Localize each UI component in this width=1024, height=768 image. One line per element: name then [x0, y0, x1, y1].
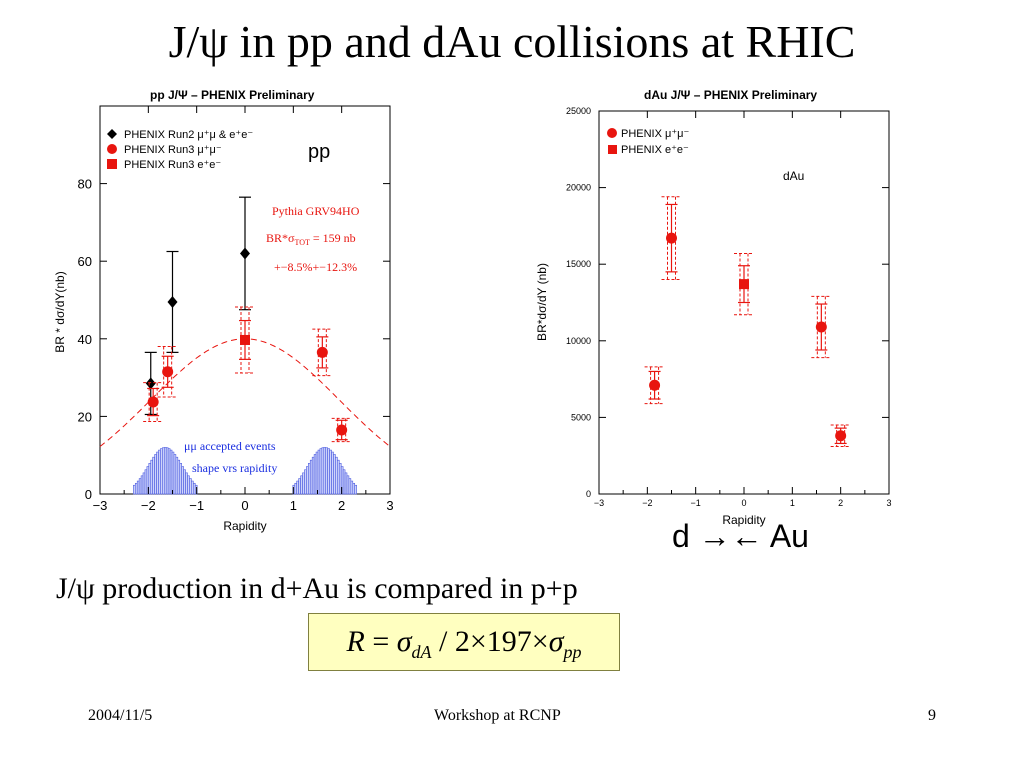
formula-sub-da: dA [411, 642, 432, 662]
dau-x-tick-label: 2 [838, 498, 843, 508]
formula-eq: = [364, 625, 397, 658]
pp-diamond-point [145, 377, 156, 390]
footer-event: Workshop at RCNP [434, 707, 561, 724]
pp-legend-entry-run2: PHENIX Run2 μ⁺μ & e⁺e⁻ [124, 129, 253, 141]
pp-x-tick-label: 3 [386, 498, 393, 513]
pp-x-axis-label: Rapidity [223, 519, 266, 533]
dau-y-axis: 0 5000 10000 15000 20000 25000 [566, 106, 889, 499]
legend-square-marker [608, 145, 617, 154]
dau-square-point [739, 279, 749, 290]
dau-legend-entry-ee: PHENIX e⁺e⁻ [621, 144, 689, 156]
pp-x-tick-label: 2 [338, 498, 345, 513]
dau-y-tick-label: 15000 [566, 259, 591, 269]
pp-x-tick-label: 1 [290, 498, 297, 513]
pp-diamond-point [240, 247, 250, 260]
dau-legend-entry-mumu: PHENIX μ⁺μ⁻ [621, 128, 689, 140]
pp-y-tick-label: 60 [78, 254, 92, 269]
pp-chart: pp J/Ψ – PHENIX Preliminary −3 −2 −1 0 1 2 3 0… [40, 82, 410, 542]
dau-annotation: dAu [783, 169, 804, 183]
legend-square-marker [107, 159, 117, 169]
pp-y-tick-label: 20 [78, 409, 92, 424]
slide-title: J/ψ in pp and dAu collisions at RHIC [168, 16, 856, 67]
formula-sub-pp: pp [563, 642, 582, 662]
pp-x-tick-label: −2 [141, 498, 156, 513]
dau-circle-point [649, 379, 661, 391]
dau-y-tick-label: 25000 [566, 106, 591, 116]
formula-middle: / 2×197× [431, 625, 549, 658]
pp-data-points [143, 196, 352, 443]
pp-legend-entry-run3-ee: PHENIX Run3 e⁺e⁻ [124, 159, 221, 171]
cross-section-label-tail: = 159 nb [310, 231, 356, 245]
dau-y-tick-label: 20000 [566, 183, 591, 193]
pp-y-tick-label: 80 [78, 177, 92, 192]
pp-circle-point [147, 396, 159, 408]
dau-chart-title: dAu J/Ψ – PHENIX Preliminary [644, 88, 817, 102]
footer-page-number: 9 [928, 707, 936, 724]
pp-accepted-events-histogram [133, 447, 357, 495]
dau-data-points [644, 196, 851, 448]
pp-circle-point [336, 424, 348, 436]
pp-legend-entry-run3-mumu: PHENIX Run3 μ⁺μ⁻ [124, 144, 222, 156]
direction-label: d →← Au [672, 518, 809, 554]
shape-label: shape vrs rapidity [192, 461, 277, 475]
dau-x-tick-label: 3 [886, 498, 891, 508]
pp-annotation: pp [308, 141, 330, 163]
pp-chart-title: pp J/Ψ – PHENIX Preliminary [150, 88, 315, 102]
formula-box: R = σdA / 2×197×σpp [308, 613, 620, 671]
pp-y-tick-label: 0 [85, 487, 92, 502]
dau-x-axis: −3 −2 −1 0 1 2 3 [594, 111, 892, 508]
dau-circle-point [666, 232, 677, 244]
cross-section-label-sub: TOT [294, 238, 310, 247]
dau-y-tick-label: 0 [586, 489, 591, 499]
pp-circle-point [316, 346, 328, 358]
pp-x-tick-label: −3 [93, 498, 108, 513]
legend-circle-marker [107, 144, 117, 154]
legend-circle-marker [607, 128, 617, 138]
dau-x-tick-label: −3 [594, 498, 604, 508]
dau-x-axis-label: Rapidity [722, 513, 765, 527]
dau-chart-svg: dAu J/Ψ – PHENIX Preliminary −3 −2 −1 0 1 2 3 … [535, 88, 892, 527]
pp-square-point [240, 334, 250, 345]
dau-x-tick-label: −2 [642, 498, 652, 508]
legend-diamond-marker [107, 129, 117, 139]
cross-section-label-main: BR*σ [266, 231, 295, 245]
formula-sigma-pp: σ [548, 625, 564, 658]
dau-y-tick-label: 10000 [566, 336, 591, 346]
dau-x-tick-label: 0 [741, 498, 746, 508]
cross-section-label: BR*σTOT = 159 nb [266, 231, 356, 247]
pythia-label: Pythia GRV94HO [272, 204, 360, 218]
pp-x-axis: −3 −2 −1 0 1 2 3 [93, 106, 394, 513]
dau-legend: PHENIX μ⁺μ⁻ PHENIX e⁺e⁻ [607, 128, 689, 156]
dau-x-tick-label: 1 [790, 498, 795, 508]
dau-circle-point [815, 321, 827, 333]
dau-circle-point [835, 430, 847, 442]
formula-sigma-da: σ [396, 625, 412, 658]
pp-circle-point [162, 366, 174, 378]
accepted-events-label: μμ accepted events [184, 439, 276, 453]
dau-x-tick-label: −1 [691, 498, 701, 508]
slide-caption: J/ψ production in d+Au is compared in p+… [56, 572, 578, 605]
footer-date: 2004/11/5 [88, 707, 153, 724]
pp-x-tick-label: 0 [241, 498, 248, 513]
pp-legend: PHENIX Run2 μ⁺μ & e⁺e⁻ PHENIX Run3 μ⁺μ⁻ … [107, 129, 253, 171]
pp-y-axis-label: BR * dσ/dY(nb) [53, 271, 67, 352]
dau-y-tick-label: 5000 [571, 412, 591, 422]
pp-x-tick-label: −1 [189, 498, 204, 513]
pp-y-axis: 0 20 40 60 80 [78, 177, 390, 502]
pp-diamond-point [167, 295, 178, 308]
formula-r: R [346, 625, 365, 658]
pp-chart-svg: pp J/Ψ – PHENIX Preliminary −3 −2 −1 0 1 2 3 0… [53, 88, 394, 533]
uncertainty-label: +−8.5%+−12.3% [274, 260, 357, 274]
pp-histogram-bin [354, 484, 357, 495]
dau-y-axis-label: BR*dσ/dY (nb) [535, 263, 549, 341]
dau-chart: dAu J/Ψ – PHENIX Preliminary −3 −2 −1 0 1 2 3 … [520, 82, 900, 532]
pp-y-tick-label: 40 [78, 332, 92, 347]
